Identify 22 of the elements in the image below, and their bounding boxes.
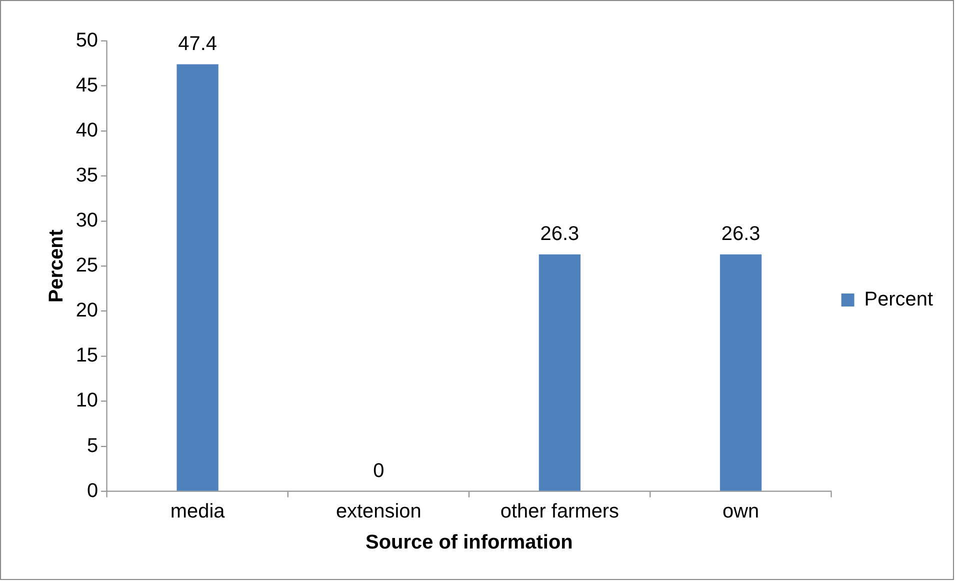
y-tick-label: 45 [76, 74, 98, 96]
x-tick-label: media [170, 500, 226, 523]
x-tick-label: own [722, 500, 760, 523]
legend-label: Percent [864, 288, 934, 310]
data-label: 26.3 [721, 222, 760, 245]
y-tick-label: 30 [76, 210, 98, 232]
y-tick-label: 40 [76, 119, 98, 142]
y-axis-title: Percent [45, 229, 68, 303]
y-tick-label: 10 [76, 390, 98, 412]
y-tick-label: 0 [86, 480, 98, 502]
y-tick-label: 25 [76, 254, 98, 277]
y-tick-label: 15 [76, 344, 98, 367]
x-axis-title: Source of information [366, 532, 573, 554]
data-label: 47.4 [178, 32, 217, 55]
x-tick-label: extension [336, 500, 422, 523]
data-label: 0 [373, 460, 384, 482]
y-tick-label: 35 [76, 164, 98, 186]
data-label: 26.3 [540, 222, 580, 245]
x-tick-label: other farmers [500, 500, 620, 523]
y-tick-label: 50 [76, 29, 98, 52]
y-tick-label: 5 [86, 434, 98, 457]
y-tick-label: 20 [76, 300, 98, 322]
